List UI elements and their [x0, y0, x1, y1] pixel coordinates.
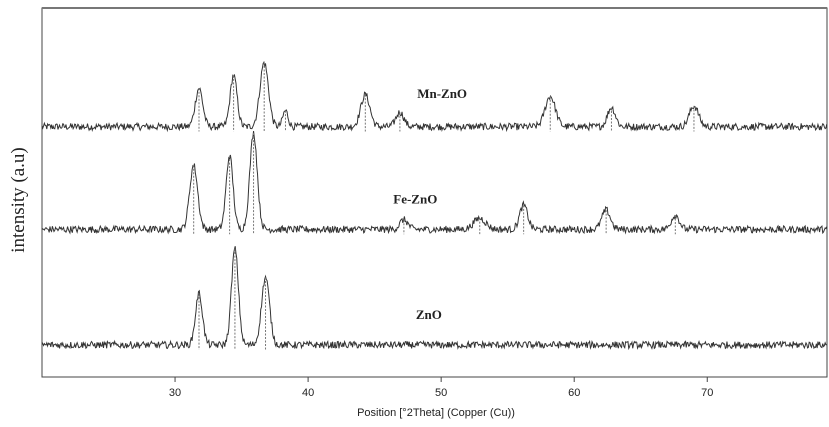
x-tick-label: 50 — [435, 387, 447, 399]
plot-frame — [41, 7, 828, 378]
trace-zno — [41, 246, 827, 351]
x-tick-label: 60 — [568, 387, 580, 399]
series-label-zno: ZnO — [416, 307, 442, 322]
trace-mn-zno — [41, 60, 828, 133]
trace-fe-zno — [41, 131, 828, 235]
series-label-mn-zno: Mn-ZnO — [417, 86, 467, 101]
peak-markers — [193, 62, 695, 350]
series-label-fe-zno: Fe-ZnO — [393, 192, 437, 207]
x-tick-label: 30 — [169, 387, 181, 399]
x-axis-title: Position [°2Theta] (Copper (Cu)) — [357, 407, 515, 419]
x-tick-label: 40 — [302, 387, 314, 399]
y-axis-title: intensity (a.u) — [8, 147, 29, 253]
diffraction-traces — [41, 60, 828, 351]
series-labels: Mn-ZnO Fe-ZnO ZnO — [393, 86, 467, 322]
x-tick-label: 70 — [701, 387, 713, 399]
x-axis-ticks: 30 40 50 60 70 — [169, 377, 713, 399]
